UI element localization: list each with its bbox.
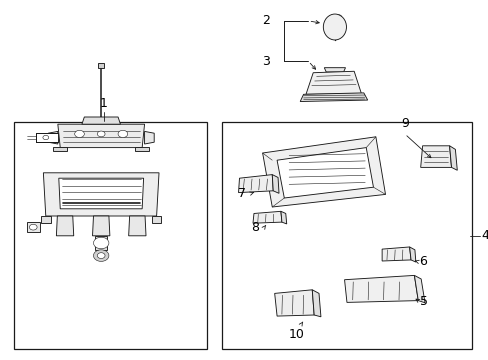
Bar xyxy=(26,222,40,232)
Polygon shape xyxy=(413,275,424,303)
Polygon shape xyxy=(151,216,161,223)
Text: 6: 6 xyxy=(418,255,426,268)
Polygon shape xyxy=(281,211,286,224)
Polygon shape xyxy=(43,173,159,216)
Polygon shape xyxy=(262,137,385,207)
Circle shape xyxy=(75,130,84,138)
Polygon shape xyxy=(56,216,74,236)
Circle shape xyxy=(335,15,341,19)
Bar xyxy=(15,122,207,349)
Bar xyxy=(98,63,104,68)
Text: 1: 1 xyxy=(100,97,107,110)
Polygon shape xyxy=(82,117,120,124)
Text: 7: 7 xyxy=(237,187,245,200)
Bar xyxy=(221,122,471,349)
Polygon shape xyxy=(59,178,143,209)
Polygon shape xyxy=(41,216,50,223)
Polygon shape xyxy=(420,146,450,167)
Bar xyxy=(95,236,107,250)
Text: 8: 8 xyxy=(251,221,259,234)
Polygon shape xyxy=(344,275,417,302)
Polygon shape xyxy=(324,68,345,72)
Circle shape xyxy=(93,237,109,249)
Polygon shape xyxy=(274,290,314,316)
Text: 10: 10 xyxy=(288,328,304,341)
Polygon shape xyxy=(300,93,367,102)
Text: 5: 5 xyxy=(419,295,427,308)
Ellipse shape xyxy=(323,14,346,40)
Text: 9: 9 xyxy=(400,117,408,130)
Polygon shape xyxy=(381,247,410,261)
Polygon shape xyxy=(36,133,58,142)
Polygon shape xyxy=(448,146,456,170)
Polygon shape xyxy=(238,175,273,193)
Polygon shape xyxy=(128,216,146,236)
Text: 4: 4 xyxy=(480,229,488,242)
Polygon shape xyxy=(252,211,281,223)
Polygon shape xyxy=(58,124,144,148)
Polygon shape xyxy=(135,147,149,151)
Polygon shape xyxy=(305,71,361,94)
Polygon shape xyxy=(409,247,415,262)
Circle shape xyxy=(97,131,105,137)
Circle shape xyxy=(118,130,127,138)
Polygon shape xyxy=(312,290,320,317)
Text: 2: 2 xyxy=(262,14,269,27)
Circle shape xyxy=(29,224,37,230)
Circle shape xyxy=(43,135,49,140)
Polygon shape xyxy=(92,216,110,236)
Text: 3: 3 xyxy=(262,55,269,68)
Polygon shape xyxy=(144,131,154,144)
Polygon shape xyxy=(48,131,58,144)
Polygon shape xyxy=(277,148,373,198)
Polygon shape xyxy=(272,175,279,193)
Polygon shape xyxy=(53,147,67,151)
